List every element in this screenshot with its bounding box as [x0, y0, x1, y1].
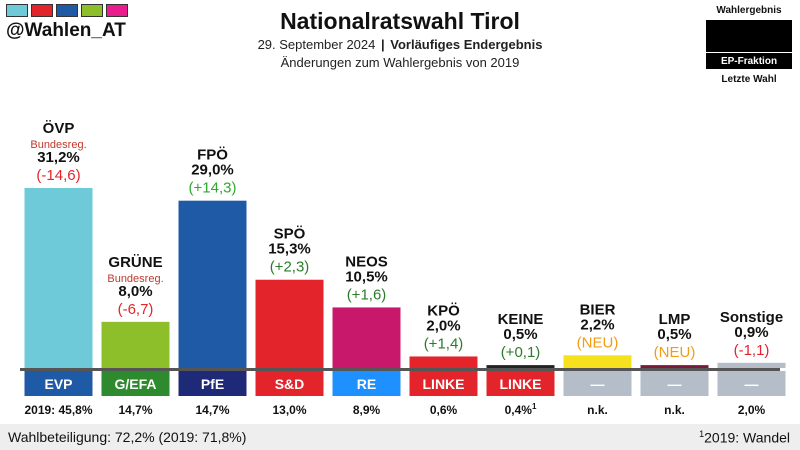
change-label: (-1,1)	[734, 342, 770, 359]
bar-7	[563, 355, 632, 368]
bar-4	[332, 307, 401, 368]
bar-6	[486, 365, 555, 368]
header-flags	[6, 4, 128, 17]
previous-label: 13,0%	[272, 403, 306, 417]
ep-box	[717, 371, 786, 396]
category-label: GRÜNE	[108, 254, 162, 271]
category-label: NEOS	[345, 253, 388, 270]
value-label: 2,0%	[426, 317, 460, 334]
footnote-text: 12019: Wandel	[699, 429, 790, 446]
legend-ep-label: EP-Fraktion	[706, 52, 792, 69]
ep-box	[255, 371, 324, 396]
previous-label: 2019: 45,8%	[24, 403, 92, 417]
ep-label: —	[591, 376, 605, 392]
election-date: 29. September 2024	[257, 37, 376, 52]
flag-swatch	[106, 4, 128, 17]
subtitle-separator: |	[377, 37, 389, 52]
note-label: Bundesreg.	[30, 139, 86, 151]
ep-box	[563, 371, 632, 396]
value-label: 29,0%	[191, 162, 234, 179]
ep-label: G/EFA	[114, 376, 156, 392]
value-label: 2,2%	[580, 316, 614, 333]
ep-box	[486, 371, 555, 396]
category-label: Sonstige	[720, 309, 783, 326]
category-label: KPÖ	[427, 302, 460, 319]
value-label: 0,5%	[503, 326, 537, 343]
ep-label: RE	[357, 376, 376, 392]
result-status: Vorläufiges Endergebnis	[390, 37, 543, 52]
previous-label: 0,4%1	[505, 402, 537, 417]
bar-9	[717, 362, 786, 368]
value-label: 31,2%	[37, 149, 80, 166]
ep-box	[101, 371, 170, 396]
flag-swatch	[81, 4, 103, 17]
ep-label: S&D	[275, 376, 305, 392]
previous-label: 0,6%	[430, 403, 458, 417]
footnote-body: 2019: Wandel	[704, 429, 790, 446]
ep-box	[409, 371, 478, 396]
previous-label: 14,7%	[195, 403, 229, 417]
ep-label: —	[745, 376, 759, 392]
bar-0	[24, 188, 93, 368]
legend-result-label: Wahlergebnis	[716, 5, 782, 16]
account-handle: @Wahlen_AT	[6, 20, 126, 41]
value-label: 8,0%	[118, 283, 152, 300]
chart-subtitle: 29. September 2024 | Vorläufiges Enderge…	[0, 37, 800, 52]
previous-label: 14,7%	[118, 403, 152, 417]
change-label: (+1,6)	[347, 286, 387, 303]
value-label: 15,3%	[268, 241, 311, 258]
bar-8	[640, 365, 709, 368]
category-label: FPÖ	[197, 147, 228, 164]
change-label: (+0,1)	[501, 344, 541, 361]
changes-note: Änderungen zum Wahlergebnis von 2019	[280, 55, 520, 70]
ep-box	[178, 371, 247, 396]
category-label: KEINE	[498, 311, 544, 328]
bar-2	[178, 200, 247, 368]
previous-label: 8,9%	[353, 403, 381, 417]
flag-swatch	[31, 4, 53, 17]
previous-label: 2,0%	[738, 403, 766, 417]
previous-label: n.k.	[587, 403, 608, 417]
bar-3	[255, 279, 324, 368]
legend-previous-label: Letzte Wahl	[721, 74, 777, 85]
change-label: (NEU)	[577, 334, 619, 351]
ep-label: LINKE	[500, 376, 542, 392]
change-label: (NEU)	[654, 344, 696, 361]
flag-swatch	[56, 4, 78, 17]
ep-label: LINKE	[423, 376, 465, 392]
note-label: Bundesreg.	[107, 273, 163, 285]
change-label: (-14,6)	[36, 167, 80, 184]
value-label: 0,5%	[657, 326, 691, 343]
previous-label: n.k.	[664, 403, 685, 417]
ep-box	[332, 371, 401, 396]
footer-bar	[0, 424, 800, 450]
change-label: (+14,3)	[189, 180, 237, 197]
change-label: (+2,3)	[270, 259, 310, 276]
previous-footnote-mark: 1	[532, 402, 537, 411]
ep-label: PfE	[201, 376, 224, 392]
bar-1	[101, 321, 170, 368]
baseline	[20, 368, 780, 371]
change-label: (-6,7)	[118, 301, 154, 318]
flag-swatch	[6, 4, 28, 17]
value-label: 0,9%	[734, 324, 768, 341]
ep-label: —	[668, 376, 682, 392]
category-label: BIER	[580, 301, 616, 318]
ep-box	[24, 371, 93, 396]
legend-result-swatch	[706, 20, 792, 54]
category-label: LMP	[659, 311, 691, 328]
chart-title: Nationalratswahl Tirol	[280, 8, 520, 34]
bar-5	[409, 356, 478, 368]
ep-label: EVP	[44, 376, 72, 392]
ep-box	[640, 371, 709, 396]
category-label: SPÖ	[274, 226, 306, 243]
category-label: ÖVP	[43, 120, 75, 137]
turnout-text: Wahlbeteiligung: 72,2% (2019: 71,8%)	[8, 429, 247, 445]
footnote-mark: 1	[699, 429, 705, 439]
change-label: (+1,4)	[424, 335, 464, 352]
value-label: 10,5%	[345, 268, 388, 285]
